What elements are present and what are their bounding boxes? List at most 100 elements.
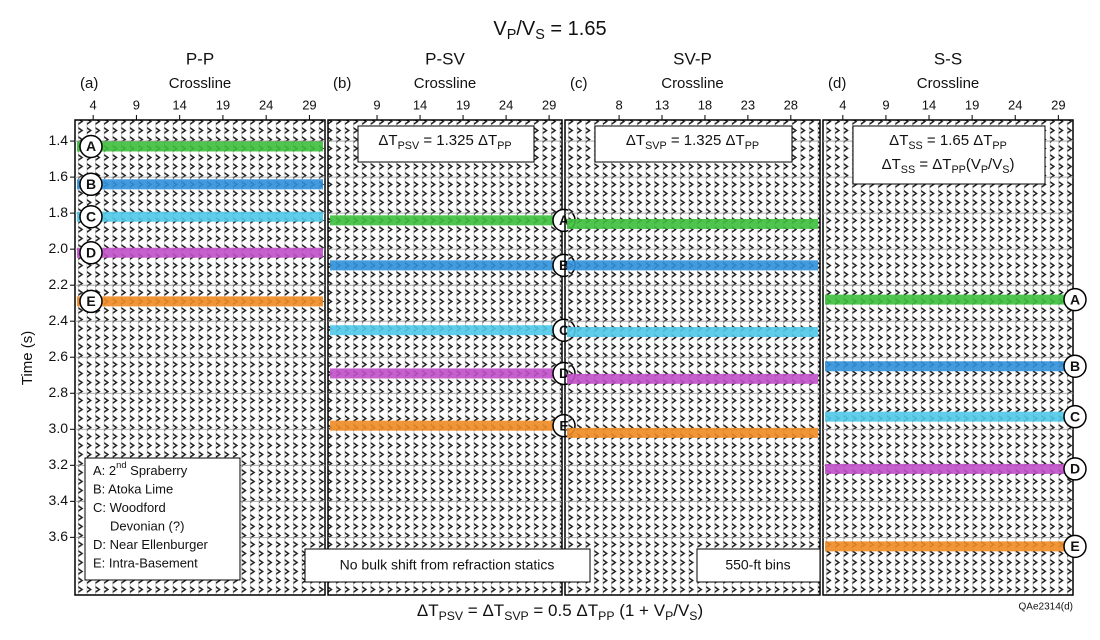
- y-tick-label: 2.0: [49, 240, 69, 256]
- y-tick-label: 2.6: [49, 348, 69, 364]
- horizon: [567, 327, 818, 338]
- horizon: [825, 411, 1071, 422]
- horizon: [567, 260, 818, 271]
- text-part: PP: [992, 140, 1006, 152]
- y-tick-label: 3.0: [49, 420, 69, 436]
- y-tick-label: 2.2: [49, 276, 69, 292]
- text-part: PSV: [398, 140, 420, 152]
- text-part: SS: [901, 164, 915, 176]
- x-tick-label: 29: [542, 97, 556, 112]
- text-part: = 0.5 ΔT: [529, 601, 598, 620]
- text-part: ΔT: [378, 132, 397, 149]
- text-part: = ΔT: [463, 601, 504, 620]
- text-part: S: [689, 609, 697, 623]
- text-part: D: Near Ellenburger: [93, 537, 209, 552]
- horizon-label: C: [559, 322, 569, 338]
- horizon-label: C: [86, 208, 96, 224]
- text-part: = 1.65 ΔT: [923, 132, 993, 149]
- horizon: [77, 296, 323, 307]
- legend-entry: C: Woodford: [93, 500, 166, 515]
- legend-entry: Devonian (?): [110, 519, 184, 534]
- equation: ΔTPSV = 1.325 ΔTPP: [378, 132, 511, 152]
- horizon: [77, 179, 323, 190]
- text-part: PP: [497, 140, 511, 152]
- horizon-marker: [79, 289, 103, 314]
- horizon: [330, 325, 560, 336]
- axis-title: Crossline: [169, 75, 232, 92]
- horizon-marker: [1063, 404, 1087, 429]
- text-part: PSV: [439, 609, 464, 623]
- text-part: Spraberry: [127, 463, 188, 478]
- note-box: [304, 548, 591, 583]
- horizon: [330, 420, 560, 431]
- text-part: = 1.325 ΔT: [419, 132, 497, 149]
- x-tick-label: 4: [839, 97, 846, 112]
- horizon: [825, 463, 1071, 474]
- horizon: [825, 361, 1071, 372]
- x-tick-label: 14: [922, 97, 936, 112]
- horizon: [330, 215, 560, 226]
- x-tick-label: 8: [615, 97, 622, 112]
- y-tick-label: 1.8: [49, 204, 69, 220]
- horizon-marker: [1063, 534, 1087, 559]
- y-tick-label: 2.4: [49, 312, 69, 328]
- panel-title: P-SV: [425, 49, 465, 68]
- horizon-label: B: [559, 257, 569, 273]
- y-tick-label: 2.8: [49, 384, 69, 400]
- horizon: [330, 260, 560, 271]
- horizon-marker: [79, 134, 103, 159]
- text-part: ΔT: [882, 156, 901, 173]
- text-part: (V: [966, 156, 981, 173]
- text-part: C: Woodford: [93, 500, 166, 515]
- panel-label: (d): [828, 75, 846, 92]
- note: 550-ft bins: [725, 557, 790, 573]
- text-part: S: [1002, 164, 1009, 176]
- text-part: = ΔT: [915, 156, 951, 173]
- text-part: ): [697, 601, 703, 620]
- horizon-label: A: [1070, 291, 1080, 307]
- x-tick-label: 14: [172, 97, 186, 112]
- panel-title: SV-P: [673, 49, 712, 68]
- panel-label: (a): [80, 75, 98, 92]
- text-part: P: [507, 27, 517, 43]
- horizon-marker: [1063, 287, 1087, 312]
- text-part: S: [535, 27, 545, 43]
- equation-box: [852, 125, 1046, 185]
- text-part: PP: [745, 140, 759, 152]
- bottom-equation: ΔTPSV = ΔTSVP = 0.5 ΔTPP (1 + VP/VS): [417, 601, 703, 623]
- y-axis-title: Time (s): [19, 331, 36, 385]
- figure-title: VP/VS = 1.65: [493, 18, 606, 43]
- axis-title: Crossline: [661, 75, 724, 92]
- note-box: [696, 548, 821, 583]
- text-part: (1 + V: [615, 601, 666, 620]
- panel-title: S-S: [934, 49, 962, 68]
- horizon-label: D: [559, 365, 569, 381]
- equation: ΔTSS = ΔTPP(VP/VS): [882, 156, 1015, 176]
- horizon-marker: [79, 241, 103, 265]
- horizon-marker: [1063, 457, 1087, 481]
- x-tick-label: 9: [373, 97, 380, 112]
- x-tick-label: 13: [655, 97, 669, 112]
- panel-title: P-P: [186, 49, 214, 68]
- horizon: [77, 141, 323, 152]
- x-tick-label: 29: [302, 97, 316, 112]
- horizon-label: E: [1070, 538, 1079, 554]
- legend-entry: B: Atoka Lime: [93, 482, 173, 497]
- horizon: [77, 211, 323, 222]
- horizon-label: B: [1070, 358, 1080, 374]
- text-part: PP: [951, 164, 965, 176]
- horizon-label: D: [1070, 461, 1080, 477]
- text-part: nd: [116, 460, 126, 470]
- text-part: ΔT: [626, 132, 645, 149]
- note: No bulk shift from refraction statics: [340, 557, 555, 573]
- text-part: ΔT: [417, 601, 439, 620]
- text-part: ΔT: [889, 132, 908, 149]
- x-tick-label: 29: [1051, 97, 1065, 112]
- x-tick-label: 23: [741, 97, 755, 112]
- horizon: [825, 294, 1071, 305]
- y-tick-label: 1.6: [49, 168, 69, 184]
- text-part: /V: [988, 156, 1002, 173]
- x-tick-label: 19: [456, 97, 470, 112]
- horizon-label: B: [86, 176, 96, 192]
